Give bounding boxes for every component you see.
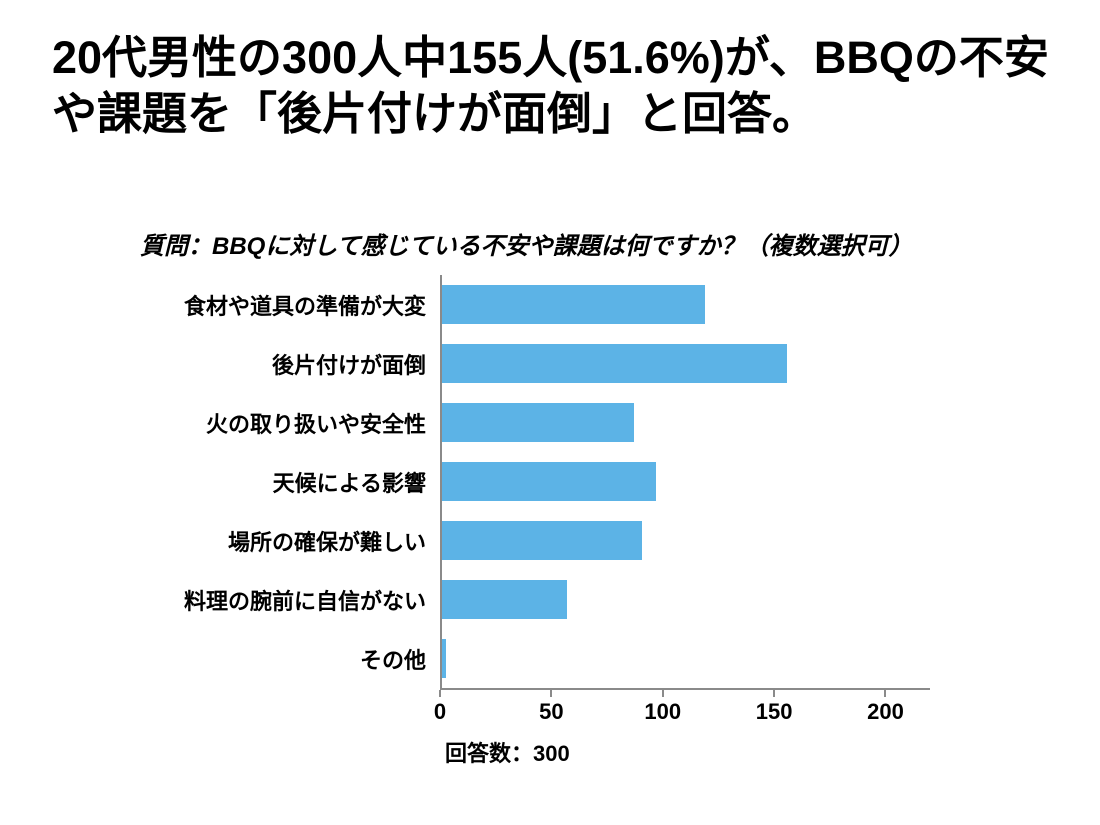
axis-tick xyxy=(439,690,441,697)
chart-row: 天候による影響 xyxy=(140,452,960,511)
x-axis: 0 50 100 150 200 xyxy=(140,688,960,726)
x-axis-line: 050100150200 xyxy=(440,688,930,726)
plot-area xyxy=(440,393,930,452)
chart-row: 後片付けが面倒 xyxy=(140,334,960,393)
category-label: 料理の腕前に自信がない xyxy=(140,584,440,616)
category-label: 火の取り扱いや安全性 xyxy=(140,407,440,439)
chart-question: 質問：BBQに対して感じている不安や課題は何ですか？（複数選択可） xyxy=(140,226,913,261)
chart-row: その他 xyxy=(140,629,960,688)
bar xyxy=(442,580,567,619)
axis-tick-label: 200 xyxy=(867,699,904,725)
bar-chart: 食材や道具の準備が大変後片付けが面倒火の取り扱いや安全性天候による影響場所の確保… xyxy=(140,275,960,726)
axis-tick xyxy=(773,690,775,697)
axis-tick-label: 0 xyxy=(434,699,446,725)
chart-footer: 回答数：300 xyxy=(445,736,570,768)
axis-tick xyxy=(662,690,664,697)
plot-area xyxy=(440,511,930,570)
page-title: 20代男性の300人中155人(51.6%)が、BBQの不安や課題を「後片付けが… xyxy=(52,30,1052,143)
category-label: その他 xyxy=(140,643,440,675)
bar xyxy=(442,285,705,324)
category-label: 食材や道具の準備が大変 xyxy=(140,289,440,321)
axis-tick xyxy=(550,690,552,697)
plot-area xyxy=(440,334,930,393)
bar xyxy=(442,521,642,560)
category-label: 後片付けが面倒 xyxy=(140,348,440,380)
category-label: 天候による影響 xyxy=(140,466,440,498)
bar xyxy=(442,639,446,678)
axis-tick-label: 100 xyxy=(644,699,681,725)
category-label: 場所の確保が難しい xyxy=(140,525,440,557)
axis-tick-label: 150 xyxy=(756,699,793,725)
chart-row: 火の取り扱いや安全性 xyxy=(140,393,960,452)
plot-area xyxy=(440,570,930,629)
chart-row: 料理の腕前に自信がない xyxy=(140,570,960,629)
bar xyxy=(442,462,656,501)
axis-tick-label: 50 xyxy=(539,699,563,725)
plot-area xyxy=(440,452,930,511)
plot-area xyxy=(440,275,930,334)
plot-area xyxy=(440,629,930,688)
chart-row: 場所の確保が難しい xyxy=(140,511,960,570)
bar xyxy=(442,403,634,442)
axis-tick xyxy=(884,690,886,697)
chart-row: 食材や道具の準備が大変 xyxy=(140,275,960,334)
bar xyxy=(442,344,787,383)
